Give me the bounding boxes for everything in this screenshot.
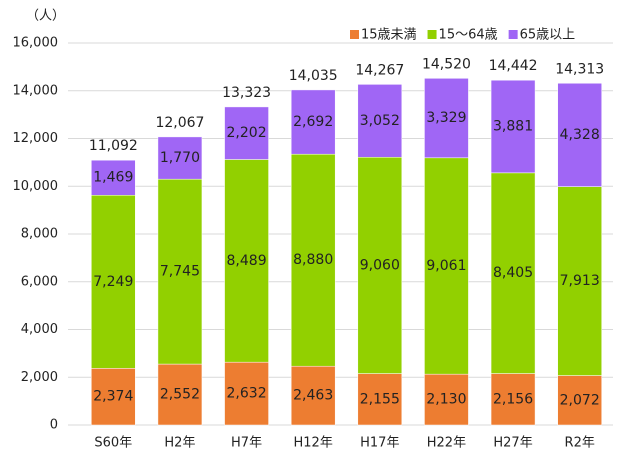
total-label: 12,067 — [155, 115, 204, 131]
data-label: 8,880 — [293, 252, 333, 268]
x-tick-label: H22年 — [427, 436, 466, 451]
x-tick-label: S60年 — [94, 436, 132, 451]
data-label: 9,061 — [426, 258, 466, 274]
legend-label: 15～64歳 — [439, 28, 498, 43]
bar-segment — [557, 375, 602, 426]
data-label: 7,745 — [160, 264, 200, 280]
legend-swatch — [350, 30, 359, 39]
bar-segment — [357, 373, 403, 426]
x-tick-label: H17年 — [360, 436, 399, 451]
data-label: 1,469 — [93, 170, 133, 186]
bar-segment — [224, 159, 269, 363]
legend-swatch — [427, 30, 437, 39]
bar-segment — [424, 157, 469, 375]
bar-segment — [224, 106, 269, 160]
bar-segment — [490, 172, 536, 374]
x-tick-label: H7年 — [231, 436, 262, 451]
bar-segment — [157, 363, 203, 426]
data-label: 7,913 — [560, 273, 600, 289]
bar-segment — [157, 178, 203, 365]
x-tick-label: H12年 — [294, 436, 333, 451]
data-label: 3,052 — [360, 113, 400, 129]
data-label: 3,881 — [493, 119, 533, 135]
bar-segment — [91, 195, 136, 369]
bar-segment — [91, 159, 136, 196]
y-tick-label: 10,000 — [13, 179, 59, 194]
legend-label: 65歳以上 — [520, 28, 576, 43]
y-tick-label: 2,000 — [21, 370, 58, 385]
bar-segment — [157, 136, 203, 180]
data-label: 3,329 — [426, 110, 466, 126]
data-label: 2,552 — [160, 387, 200, 403]
data-label: 8,405 — [493, 265, 533, 281]
x-tick-label: H2年 — [164, 436, 195, 451]
data-label: 2,374 — [93, 389, 133, 405]
legend-swatch — [508, 30, 518, 39]
data-label: 2,632 — [227, 386, 267, 402]
total-label: 14,267 — [355, 62, 404, 78]
y-tick-label: 0 — [50, 418, 58, 433]
data-label: 1,770 — [160, 150, 200, 166]
total-label: 13,323 — [222, 85, 271, 101]
bar-segment — [290, 365, 336, 426]
x-tick-label: R2年 — [565, 436, 595, 451]
legend-label: 15歳未満 — [361, 28, 417, 43]
y-tick-label: 16,000 — [13, 36, 59, 51]
bar-segment — [290, 153, 336, 367]
total-label: 11,092 — [89, 138, 138, 154]
data-label: 2,202 — [227, 125, 267, 141]
data-label: 9,060 — [360, 257, 400, 273]
data-label: 4,328 — [560, 127, 600, 143]
y-tick-label: 4,000 — [21, 322, 58, 337]
unit-label: （人） — [26, 9, 65, 24]
data-label: 8,489 — [227, 253, 267, 269]
data-label: 2,692 — [293, 114, 333, 130]
bar-segment — [91, 368, 136, 426]
bar-segment — [557, 186, 602, 376]
bar-segment — [557, 83, 602, 187]
total-label: 14,442 — [489, 58, 538, 74]
data-label: 2,156 — [493, 391, 533, 407]
data-label: 2,130 — [426, 392, 466, 408]
total-label: 14,520 — [422, 56, 471, 72]
y-tick-label: 12,000 — [13, 131, 59, 146]
bar-segment — [490, 373, 536, 426]
bar-segment — [290, 89, 336, 155]
total-label: 14,035 — [289, 68, 338, 84]
total-label: 14,313 — [555, 61, 604, 77]
data-label: 2,155 — [360, 391, 400, 407]
y-tick-label: 6,000 — [21, 274, 58, 289]
bar-segment — [424, 373, 469, 426]
bar-segment — [357, 156, 403, 374]
data-label: 7,249 — [93, 274, 133, 290]
bar-segment — [490, 79, 536, 174]
y-tick-label: 8,000 — [21, 227, 58, 242]
bar-segment — [424, 78, 469, 159]
data-label: 2,072 — [560, 392, 600, 408]
bar-segment — [357, 84, 403, 158]
data-label: 2,463 — [293, 388, 333, 404]
x-tick-label: H27年 — [493, 436, 532, 451]
y-tick-label: 14,000 — [13, 83, 59, 98]
